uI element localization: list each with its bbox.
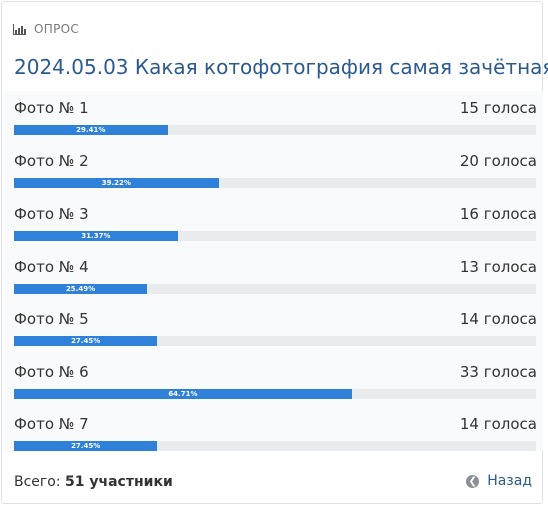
progress-percent: 27.45%: [71, 442, 101, 450]
progress-fill: 27.45%: [14, 441, 158, 451]
progress-percent: 25.49%: [65, 285, 96, 293]
option-label: Фото № 6: [14, 363, 89, 381]
option-votes: 16 голоса: [459, 205, 537, 223]
option-label: Фото № 5: [14, 310, 89, 328]
progress-track: 64.71%: [14, 389, 536, 399]
bar-chart-icon: [13, 23, 26, 35]
progress-fill: 64.71%: [14, 389, 352, 399]
option-votes: 33 голоса: [459, 363, 537, 381]
option-votes: 14 голоса: [459, 415, 537, 433]
poll-title: 2024.05.03 Какая котофотография самая за…: [14, 55, 548, 79]
progress-fill: 39.22%: [14, 178, 219, 188]
progress-percent: 64.71%: [168, 390, 198, 398]
poll-type-label: ОПРОС: [34, 22, 80, 36]
poll-option: Фото № 1 15 голоса 29.41%: [3, 91, 543, 143]
progress-track: 27.45%: [14, 336, 536, 346]
poll-header: ОПРОС: [13, 21, 79, 37]
progress-fill: 29.41%: [14, 125, 168, 135]
total-participants: Всего: 51 участники: [14, 474, 173, 490]
poll-option: Фото № 6 33 голоса 64.71%: [3, 355, 543, 407]
option-votes: 20 голоса: [459, 152, 537, 170]
progress-track: 27.45%: [14, 441, 536, 451]
total-prefix: Всего:: [14, 474, 61, 490]
progress-track: 31.37%: [14, 231, 536, 241]
circle-arrow-left-icon: ❮: [466, 474, 480, 488]
option-label: Фото № 1: [14, 99, 89, 117]
option-label: Фото № 7: [14, 415, 89, 433]
progress-percent: 29.41%: [76, 126, 106, 134]
progress-percent: 31.37%: [81, 232, 111, 240]
progress-track: 29.41%: [14, 125, 536, 135]
progress-track: 39.22%: [14, 178, 536, 188]
poll-options-list: Фото № 1 15 голоса 29.41% Фото № 2 20 го…: [3, 91, 543, 451]
progress-track: 25.49%: [14, 284, 536, 294]
back-label: Назад: [487, 473, 532, 489]
total-value: 51 участники: [65, 474, 173, 490]
option-label: Фото № 3: [14, 205, 89, 223]
progress-fill: 31.37%: [14, 231, 178, 241]
option-label: Фото № 4: [14, 258, 89, 276]
poll-option: Фото № 4 13 голоса 25.49%: [3, 250, 543, 302]
option-votes: 13 голоса: [459, 258, 537, 276]
progress-fill: 25.49%: [14, 284, 148, 294]
poll-option: Фото № 5 14 голоса 27.45%: [3, 302, 543, 354]
poll-option: Фото № 7 14 голоса 27.45%: [3, 407, 543, 459]
progress-fill: 27.45%: [14, 336, 158, 346]
option-votes: 14 голоса: [459, 310, 537, 328]
poll-option: Фото № 3 16 голоса 31.37%: [3, 197, 543, 249]
poll-option: Фото № 2 20 голоса 39.22%: [3, 144, 543, 196]
progress-percent: 39.22%: [101, 179, 131, 187]
back-button[interactable]: ❮ Назад: [466, 473, 532, 489]
option-label: Фото № 2: [14, 152, 89, 170]
option-votes: 15 голоса: [459, 99, 537, 117]
progress-percent: 27.45%: [71, 337, 101, 345]
